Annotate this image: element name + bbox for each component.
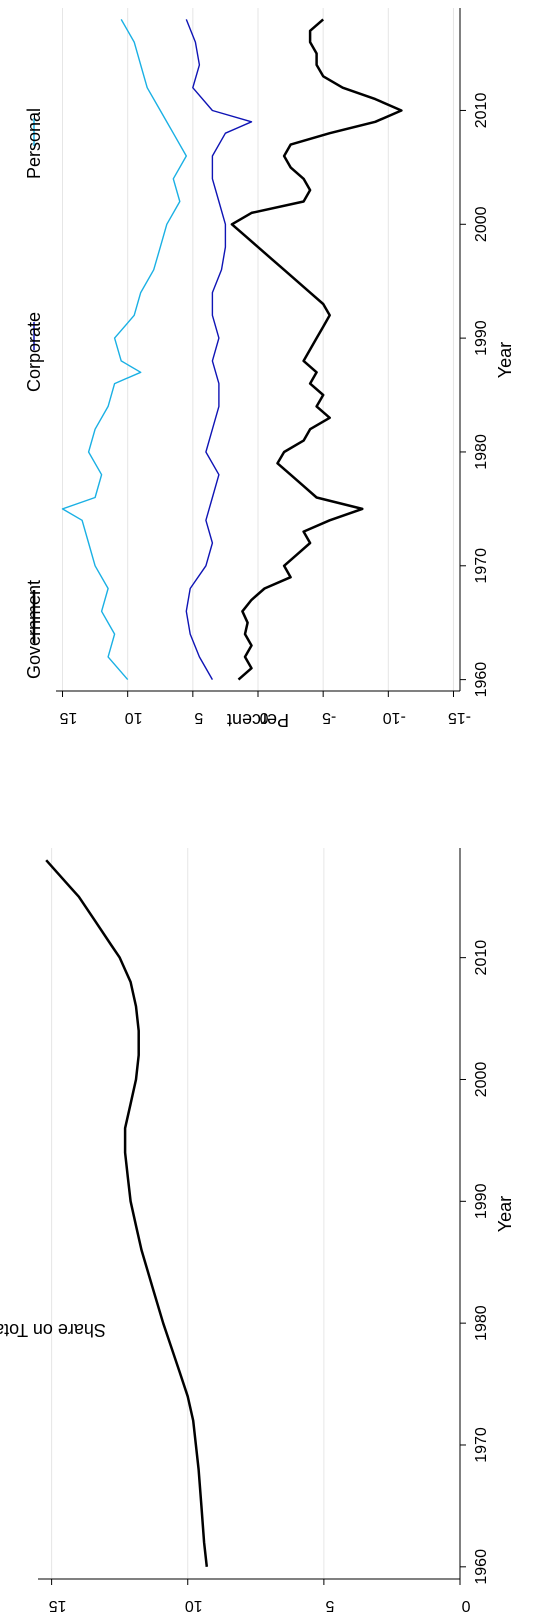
share-y-ticks: 0 5 10 15: [49, 1579, 470, 1613]
share-x-axis-title: Year: [495, 1196, 515, 1232]
sector-y-tick-label: -5: [322, 709, 336, 726]
share-x-tick-label: 1960: [473, 1549, 490, 1585]
legend: Government Corporate Personal: [24, 108, 44, 679]
legend-label-government: Government: [24, 580, 44, 679]
sector-series: [61, 18, 403, 681]
sector-line-corporate: [185, 19, 253, 680]
legend-label-corporate: Corporate: [24, 312, 44, 392]
share-y-tick-label: 15: [49, 1597, 67, 1613]
sector-line-personal: [61, 19, 188, 681]
sector-y-tick-label: -10: [383, 709, 406, 726]
sector-x-tick-label: 1970: [473, 548, 490, 584]
sector-x-ticks: 1960 1970 1980 1990 2000 2010: [460, 93, 490, 698]
share-x-tick-label: 1990: [473, 1183, 490, 1219]
share-x-ticks: 1960 1970 1980 1990 2000 2010: [460, 940, 490, 1585]
sector-y-ticks: -15 -10 -5 0 5 10 15: [60, 691, 471, 726]
share-y-tick-label: 0: [461, 1597, 470, 1613]
sector-y-tick-label: -15: [448, 709, 471, 726]
legend-item-personal: Personal: [24, 108, 44, 179]
sector-x-tick-label: 2010: [473, 93, 490, 129]
share-series: [45, 859, 209, 1567]
sector-y-tick-label: 15: [60, 709, 78, 726]
share-y-axis-title: Share on Total, Percent: [0, 1320, 106, 1340]
sector-y-axis-title: Percent: [227, 710, 289, 730]
share-x-tick-label: 2010: [473, 940, 490, 976]
sector-x-tick-label: 1980: [473, 434, 490, 470]
share-y-tick-label: 5: [325, 1597, 334, 1613]
sector-y-tick-label: 0: [259, 709, 268, 726]
share-chart: 1960 1970 1980 1990 2000 2010 0 5 10 15 Year Sha…: [0, 848, 515, 1613]
legend-label-personal: Personal: [24, 108, 44, 179]
share-line-share: [45, 859, 209, 1567]
sector-y-tick-label: 10: [125, 709, 143, 726]
share-x-tick-label: 1970: [473, 1427, 490, 1463]
sector-y-tick-label: 5: [194, 709, 203, 726]
legend-item-corporate: Corporate: [24, 312, 44, 392]
sector-line-government: [230, 18, 403, 681]
share-y-tick-label: 10: [185, 1597, 203, 1613]
sector-x-tick-label: 2000: [473, 206, 490, 242]
sector-x-tick-label: 1990: [473, 320, 490, 356]
sector-x-tick-label: 1960: [473, 662, 490, 698]
share-x-tick-label: 2000: [473, 1062, 490, 1098]
share-x-tick-label: 1980: [473, 1305, 490, 1341]
legend-item-government: Government: [24, 580, 44, 679]
sector-gridlines: [62, 8, 454, 691]
sector-x-axis-title: Year: [495, 342, 515, 378]
